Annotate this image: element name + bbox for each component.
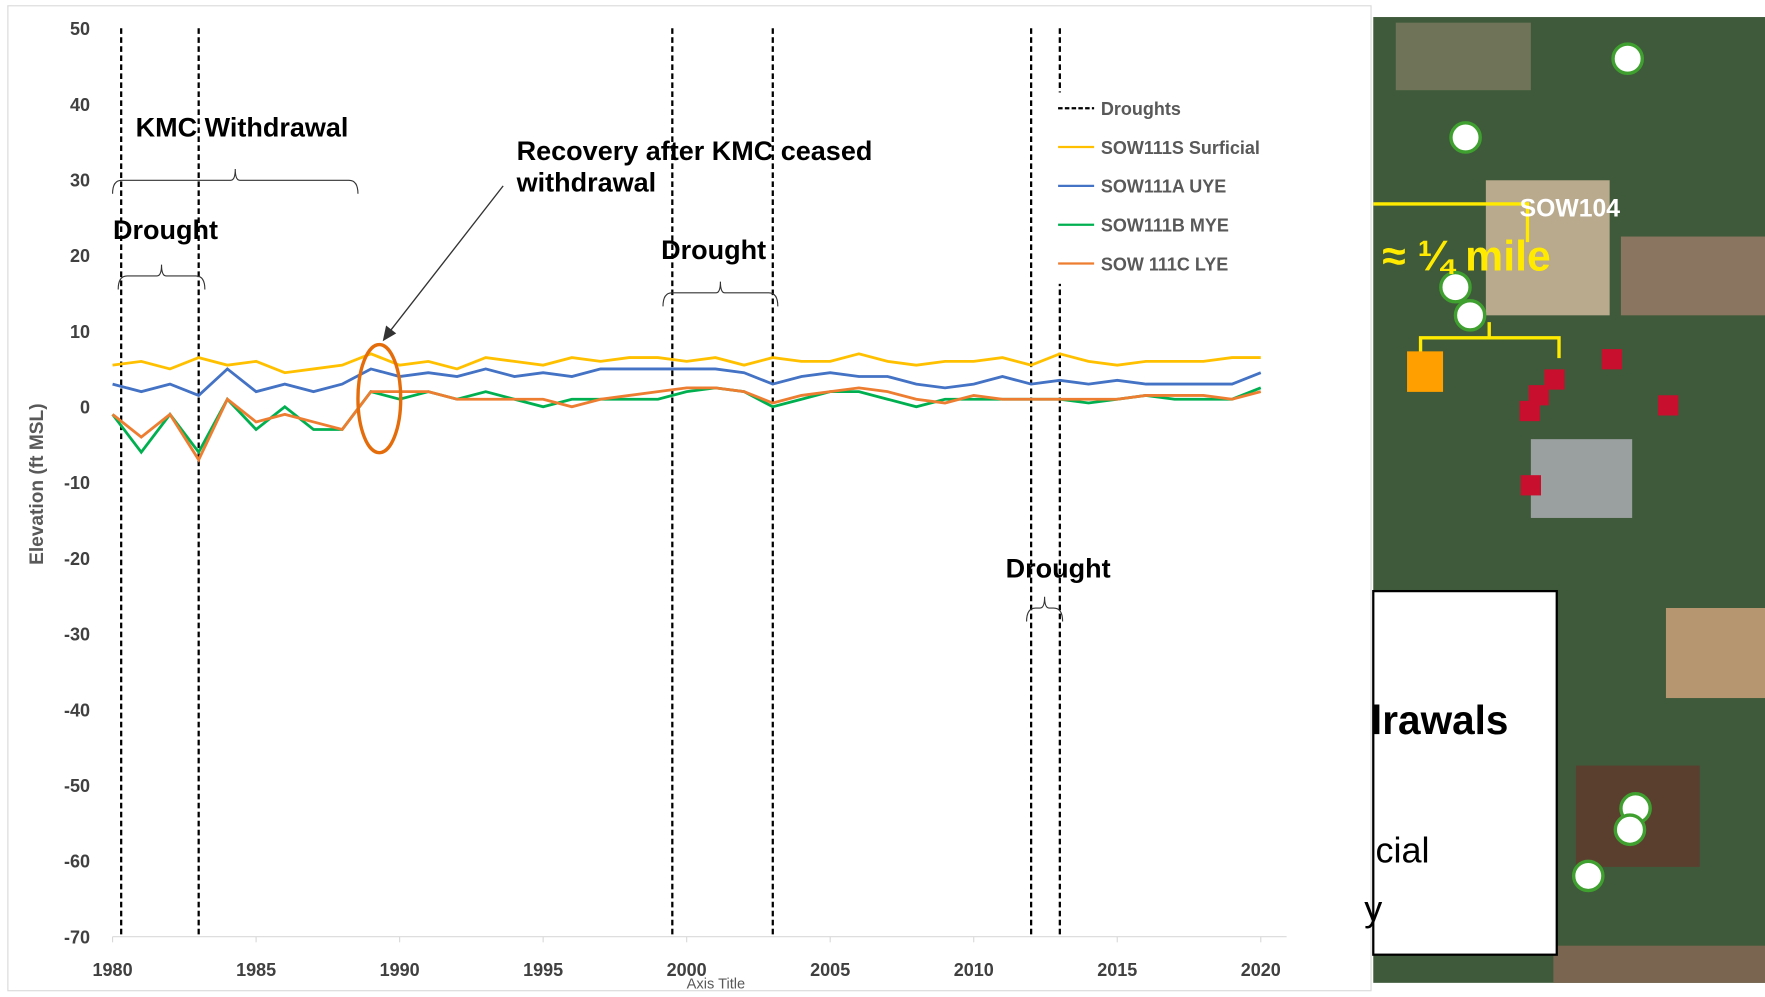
legend-label: Droughts [1101, 99, 1181, 119]
map-field [1396, 23, 1531, 91]
x-tick-label: 1990 [380, 960, 420, 980]
y-tick-label: 10 [70, 322, 90, 342]
x-tick-label: 2005 [810, 960, 850, 980]
y-tick-label: 30 [70, 170, 90, 190]
map: SOW104 ≈ ¼ mile lrawals cial y [1364, 17, 1765, 983]
annotation: Recovery after KMC ceased [517, 136, 873, 166]
legend-label: SOW 111C LYE [1101, 254, 1228, 274]
legend-label: SOW111B MYE [1101, 215, 1229, 235]
map-label: SOW104 [1520, 195, 1621, 222]
y-tick-label: 50 [70, 19, 90, 39]
y-tick-label: 40 [70, 95, 90, 115]
map-marker [1407, 351, 1443, 392]
x-tick-label: 1985 [236, 960, 276, 980]
map-label: y [1364, 888, 1382, 929]
legend-label: SOW111S Surficial [1101, 138, 1260, 158]
map-field [1621, 237, 1765, 316]
annotation: Drought [1006, 554, 1111, 584]
x-tick-label: 2000 [667, 960, 707, 980]
y-tick-label: -50 [64, 776, 90, 796]
map-label: lrawals [1371, 697, 1508, 743]
y-tick-label: -20 [64, 549, 90, 569]
y-tick-label: 0 [80, 398, 90, 418]
y-tick-label: -30 [64, 625, 90, 645]
y-tick-label: -40 [64, 700, 90, 720]
x-tick-label: 2015 [1097, 960, 1137, 980]
annotation: KMC Withdrawal [136, 112, 349, 142]
annotation: Drought [661, 235, 766, 265]
y-axis-title: Elevation (ft MSL) [27, 403, 48, 565]
x-tick-label: 1995 [523, 960, 563, 980]
legend-box [1373, 591, 1556, 955]
y-tick-label: -70 [64, 927, 90, 947]
y-tick-label: -10 [64, 473, 90, 493]
y-tick-label: -60 [64, 852, 90, 872]
legend-label: SOW111A UYE [1101, 177, 1226, 197]
map-label: ≈ ¼ mile [1382, 232, 1550, 280]
annotation: withdrawal [516, 168, 657, 198]
y-tick-label: 20 [70, 246, 90, 266]
annotation: Drought [113, 215, 218, 245]
slide: SOW104 ≈ ¼ mile lrawals cial y Elevation… [0, 0, 1765, 992]
page: SOW104 ≈ ¼ mile lrawals cial y Elevation… [0, 0, 1765, 997]
x-tick-label: 2010 [954, 960, 994, 980]
x-tick-label: 2020 [1241, 960, 1281, 980]
map-field [1553, 946, 1765, 983]
x-tick-label: 1980 [93, 960, 133, 980]
map-label: cial [1376, 829, 1430, 870]
map-field [1666, 608, 1765, 698]
map-town [1531, 439, 1632, 518]
